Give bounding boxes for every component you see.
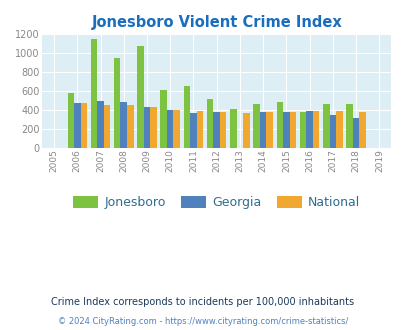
Bar bbox=[282, 112, 289, 148]
Bar bbox=[183, 86, 190, 148]
Bar bbox=[91, 39, 97, 148]
Bar bbox=[196, 111, 203, 148]
Bar bbox=[137, 46, 143, 148]
Bar bbox=[166, 110, 173, 148]
Bar bbox=[276, 102, 282, 148]
Bar bbox=[243, 114, 249, 148]
Bar bbox=[266, 113, 272, 148]
Bar bbox=[97, 101, 104, 148]
Bar bbox=[253, 104, 259, 148]
Text: © 2024 CityRating.com - https://www.cityrating.com/crime-statistics/: © 2024 CityRating.com - https://www.city… bbox=[58, 317, 347, 326]
Bar bbox=[160, 90, 166, 148]
Bar bbox=[120, 102, 127, 148]
Bar bbox=[358, 113, 365, 148]
Bar bbox=[190, 113, 196, 148]
Bar bbox=[299, 112, 306, 148]
Bar bbox=[213, 112, 220, 148]
Bar bbox=[329, 115, 335, 148]
Bar bbox=[74, 103, 80, 148]
Bar bbox=[312, 111, 319, 148]
Bar bbox=[220, 112, 226, 148]
Bar bbox=[173, 110, 179, 148]
Bar bbox=[150, 107, 156, 148]
Bar bbox=[143, 107, 150, 148]
Bar bbox=[322, 104, 329, 148]
Bar bbox=[80, 103, 87, 148]
Bar bbox=[230, 109, 236, 148]
Bar bbox=[127, 105, 133, 148]
Text: Crime Index corresponds to incidents per 100,000 inhabitants: Crime Index corresponds to incidents per… bbox=[51, 297, 354, 307]
Bar bbox=[345, 104, 352, 148]
Bar bbox=[104, 105, 110, 148]
Bar bbox=[289, 113, 296, 148]
Title: Jonesboro Violent Crime Index: Jonesboro Violent Crime Index bbox=[91, 15, 341, 30]
Bar bbox=[335, 111, 342, 148]
Bar bbox=[306, 112, 312, 148]
Bar bbox=[67, 93, 74, 148]
Bar bbox=[259, 112, 266, 148]
Bar bbox=[207, 99, 213, 148]
Bar bbox=[352, 118, 358, 148]
Legend: Jonesboro, Georgia, National: Jonesboro, Georgia, National bbox=[68, 191, 364, 214]
Bar bbox=[114, 58, 120, 148]
